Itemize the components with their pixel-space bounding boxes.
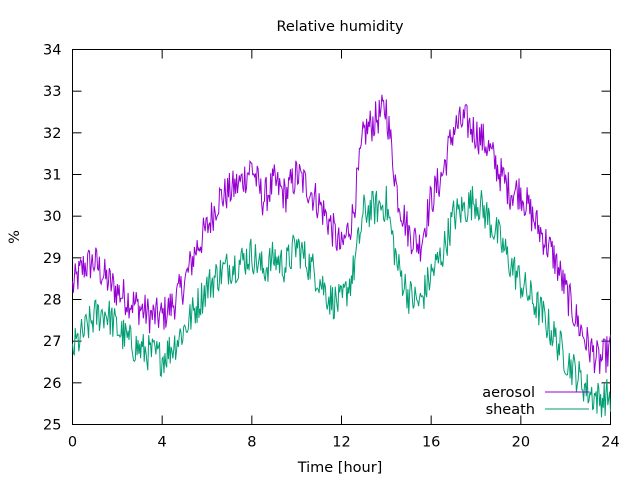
series-line-sheath bbox=[72, 185, 611, 418]
y-tick-label: 28 bbox=[43, 293, 61, 309]
x-tick-label: 0 bbox=[68, 435, 77, 451]
series-lines bbox=[72, 94, 611, 418]
y-tick-label: 32 bbox=[43, 126, 61, 142]
x-axis-label: Time [hour] bbox=[297, 460, 383, 476]
x-tick-label: 20 bbox=[512, 435, 530, 451]
series-line-aerosol bbox=[72, 94, 611, 374]
y-tick-label: 26 bbox=[43, 376, 61, 392]
x-tick-label: 16 bbox=[422, 435, 440, 451]
y-axis: 25 26 27 28 29 30 31 32 33 34 bbox=[43, 43, 611, 434]
y-tick-label: 25 bbox=[43, 418, 61, 434]
x-tick-label: 8 bbox=[247, 435, 256, 451]
y-tick-label: 33 bbox=[43, 84, 61, 100]
y-tick-label: 31 bbox=[43, 168, 61, 184]
chart-title: Relative humidity bbox=[276, 19, 404, 35]
y-tick-label: 27 bbox=[43, 334, 61, 350]
y-axis-label: % bbox=[7, 230, 23, 244]
x-tick-label: 4 bbox=[158, 435, 167, 451]
legend-label-sheath: sheath bbox=[486, 402, 535, 418]
x-axis: 0 4 8 12 16 20 24 bbox=[68, 49, 620, 451]
y-tick-label: 29 bbox=[43, 251, 61, 267]
y-tick-label: 30 bbox=[43, 209, 61, 225]
x-tick-label: 12 bbox=[332, 435, 350, 451]
y-tick-label: 34 bbox=[43, 43, 61, 59]
legend-label-aerosol: aerosol bbox=[482, 385, 535, 401]
x-tick-label: 24 bbox=[601, 435, 619, 451]
